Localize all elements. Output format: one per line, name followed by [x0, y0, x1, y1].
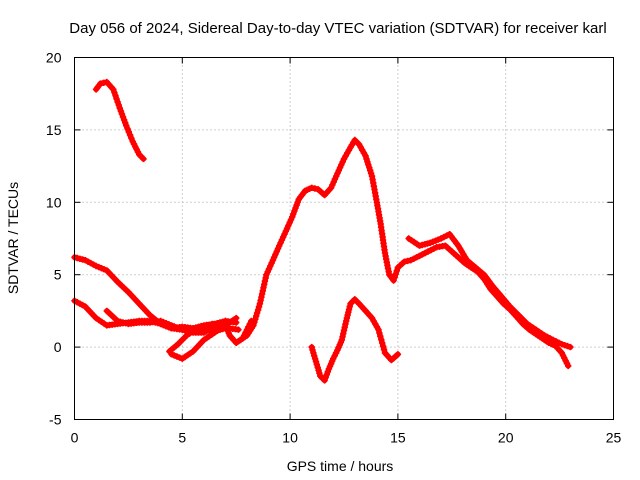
- plus-marker: [255, 303, 263, 310]
- x-tick-label: 15: [390, 430, 406, 446]
- grid-layer: [74, 57, 614, 420]
- plus-marker: [342, 321, 349, 328]
- plus-marker: [110, 86, 117, 93]
- plus-marker: [380, 346, 388, 353]
- y-tick-label: -5: [49, 412, 62, 428]
- plus-marker: [565, 362, 572, 370]
- y-tick-label: 20: [46, 50, 62, 66]
- plus-marker: [115, 101, 122, 109]
- plus-marker: [140, 155, 147, 163]
- plus-marker: [126, 131, 134, 139]
- x-tick-label: 20: [498, 430, 514, 446]
- y-tick-label: 15: [46, 122, 62, 138]
- plus-marker: [253, 309, 261, 317]
- plus-marker: [254, 306, 262, 314]
- plus-marker: [338, 336, 345, 344]
- y-tick-label: 10: [46, 194, 62, 210]
- plus-marker: [112, 92, 119, 99]
- chart-title: Day 056 of 2024, Sidereal Day-to-day VTE…: [69, 20, 606, 37]
- plus-marker: [250, 322, 257, 329]
- y-axis-title: SDTVAR / TECUs: [5, 182, 21, 294]
- plus-marker: [261, 277, 269, 285]
- plus-marker: [391, 274, 398, 281]
- plus-marker: [123, 122, 130, 129]
- plus-marker: [394, 351, 402, 358]
- plot-frame: [74, 57, 614, 420]
- plus-marker: [377, 333, 384, 340]
- plus-marker: [233, 314, 240, 322]
- plus-marker: [390, 277, 397, 284]
- series-trace: [308, 296, 401, 384]
- plus-marker: [113, 95, 120, 102]
- plus-marker: [375, 326, 382, 333]
- plus-marker: [567, 343, 574, 351]
- plus-marker: [111, 89, 118, 96]
- series-arc-early-high: [92, 78, 147, 163]
- plus-marker: [124, 125, 131, 132]
- x-tick-label: 5: [178, 430, 186, 446]
- plus-marker: [393, 267, 400, 274]
- x-axis-title: GPS time / hours: [287, 458, 394, 474]
- plus-marker: [376, 329, 383, 337]
- series-arc-g: [237, 136, 572, 370]
- axis-layer: 0 5 10 15 20 25 -5 0 5 10 15 20: [46, 50, 622, 446]
- plus-marker: [253, 312, 260, 320]
- plus-marker: [252, 316, 259, 323]
- plus-marker: [125, 128, 132, 136]
- plus-marker: [392, 270, 399, 278]
- plus-marker: [379, 343, 387, 350]
- y-tick-label: 0: [54, 339, 62, 355]
- plus-marker: [378, 336, 385, 343]
- y-tick-label: 5: [54, 267, 62, 283]
- data-layer: [71, 78, 574, 384]
- plus-marker: [114, 98, 121, 106]
- plus-marker: [128, 135, 135, 142]
- plus-marker: [379, 339, 386, 347]
- x-tick-label: 0: [71, 430, 79, 446]
- plus-marker: [251, 319, 258, 326]
- x-tick-label: 25: [606, 430, 622, 446]
- plus-marker: [235, 326, 242, 333]
- plus-marker: [401, 258, 408, 265]
- series-arc-h: [405, 231, 574, 351]
- x-tick-label: 10: [282, 430, 298, 446]
- series-arc-low: [308, 296, 402, 384]
